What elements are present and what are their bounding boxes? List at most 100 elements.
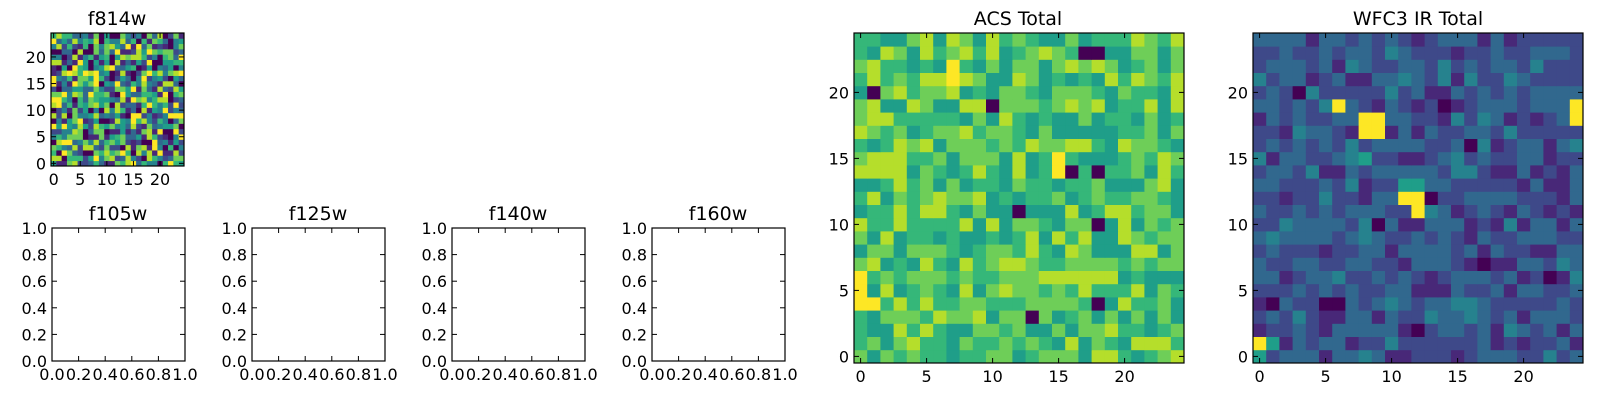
heatmap-cell bbox=[1437, 349, 1452, 364]
heatmap-cell bbox=[1052, 349, 1066, 364]
heatmap-cell bbox=[109, 96, 116, 103]
heatmap-cell bbox=[98, 112, 105, 119]
heatmap-cell bbox=[906, 165, 921, 179]
heatmap-cell bbox=[1266, 191, 1280, 205]
title-f140w: f140w bbox=[489, 203, 548, 225]
heatmap-cell bbox=[880, 151, 894, 166]
heatmap-cell bbox=[1371, 59, 1386, 73]
heatmap-cell bbox=[1305, 33, 1320, 47]
y-tick-label: 1.0 bbox=[622, 219, 647, 238]
heatmap-cell bbox=[93, 144, 100, 151]
heatmap-cell bbox=[141, 64, 148, 71]
heatmap-cell bbox=[1038, 99, 1053, 113]
heatmap-cell bbox=[1305, 297, 1320, 311]
heatmap-cell bbox=[146, 70, 153, 76]
heatmap-cell bbox=[1517, 178, 1531, 192]
heatmap-cell bbox=[104, 48, 110, 55]
heatmap-cell bbox=[146, 48, 153, 55]
heatmap-cell bbox=[1543, 59, 1557, 73]
heatmap-cell bbox=[1157, 125, 1172, 139]
heatmap-cell bbox=[893, 270, 908, 285]
heatmap-cell bbox=[141, 91, 148, 98]
heatmap-cell bbox=[1398, 257, 1412, 271]
heatmap-cell bbox=[1091, 270, 1106, 285]
heatmap-cell bbox=[1065, 323, 1079, 337]
heatmap-cell bbox=[1477, 125, 1491, 139]
heatmap-cell bbox=[1517, 191, 1531, 205]
heatmap-cell bbox=[1078, 204, 1092, 219]
heatmap-cell bbox=[933, 283, 947, 298]
heatmap-cell bbox=[1266, 349, 1280, 364]
heatmap-cell bbox=[1012, 85, 1026, 100]
heatmap-cell bbox=[130, 38, 137, 45]
heatmap-cell bbox=[1451, 125, 1465, 139]
heatmap-cell bbox=[98, 48, 105, 55]
heatmap-cell bbox=[1012, 72, 1026, 87]
heatmap-cell bbox=[1345, 191, 1359, 205]
heatmap-cell bbox=[56, 128, 63, 135]
heatmap-cell bbox=[1490, 244, 1505, 258]
heatmap-cell bbox=[1371, 283, 1386, 298]
heatmap-cell bbox=[999, 112, 1013, 126]
heatmap-cell bbox=[168, 33, 174, 39]
heatmap-cell bbox=[1170, 310, 1185, 324]
heatmap-cell bbox=[1464, 151, 1478, 166]
heatmap-cell bbox=[168, 139, 174, 146]
heatmap-cell bbox=[1517, 244, 1531, 258]
heatmap-cell bbox=[1569, 336, 1584, 351]
heatmap-cell bbox=[136, 155, 142, 162]
heatmap-cell bbox=[1490, 323, 1505, 337]
heatmap-cell bbox=[1319, 72, 1333, 87]
heatmap-cell bbox=[109, 123, 116, 130]
heatmap-cell bbox=[178, 139, 185, 146]
heatmap-cell bbox=[61, 54, 68, 60]
heatmap-cell bbox=[1052, 46, 1066, 60]
heatmap-cell bbox=[1569, 59, 1584, 73]
heatmap-cell bbox=[893, 257, 908, 271]
panel-f125w: f125w 0.0 0.2 0.4 0.6 0.8 1.00.00.20.40.60.81… bbox=[222, 203, 398, 384]
heatmap-cell bbox=[1104, 217, 1119, 232]
heatmap-cell bbox=[906, 125, 921, 139]
heatmap-cell bbox=[1091, 72, 1106, 87]
ticks-f140w: 0.0 0.2 0.4 0.6 0.8 1.00.00.20.40.60.81.0 bbox=[422, 219, 598, 384]
heatmap-cell bbox=[1358, 99, 1373, 113]
y-tick-label: 0.2 bbox=[422, 325, 447, 344]
heatmap-cell bbox=[72, 102, 78, 108]
heatmap-cell bbox=[141, 75, 148, 82]
heatmap-cell bbox=[120, 54, 126, 60]
heatmap-cell bbox=[972, 59, 987, 73]
y-tick-label: 0.4 bbox=[222, 299, 247, 318]
heatmap-cell bbox=[1371, 336, 1386, 351]
heatmap-cell bbox=[66, 75, 73, 82]
heatmap-cell bbox=[120, 96, 126, 103]
heatmap-cell bbox=[168, 70, 174, 76]
heatmap-cell bbox=[1358, 244, 1373, 258]
heatmap-cell bbox=[152, 38, 158, 45]
heatmap-cell bbox=[1385, 85, 1399, 100]
heatmap-cell bbox=[920, 244, 934, 258]
heatmap-cell bbox=[178, 43, 185, 50]
heatmap-cell bbox=[120, 107, 126, 114]
heatmap-cell bbox=[1556, 231, 1571, 245]
heatmap-cell bbox=[1038, 204, 1053, 219]
heatmap-cell bbox=[1451, 138, 1465, 153]
heatmap-cell bbox=[1253, 59, 1267, 73]
heatmap-cell bbox=[93, 123, 100, 130]
heatmap-cell bbox=[1012, 178, 1026, 192]
heatmap-cell bbox=[1569, 349, 1584, 364]
heatmap-cell bbox=[66, 59, 73, 66]
heatmap-cell bbox=[1437, 323, 1452, 337]
heatmap-cell bbox=[1332, 85, 1346, 100]
heatmap-cell bbox=[1038, 125, 1053, 139]
heatmap-cell bbox=[104, 64, 110, 71]
heatmap-cell bbox=[51, 118, 57, 124]
heatmap-cell bbox=[1131, 165, 1145, 179]
heatmap-cell bbox=[959, 151, 974, 166]
heatmap-cell bbox=[1131, 323, 1145, 337]
heatmap-cell bbox=[880, 99, 894, 113]
heatmap-cell bbox=[1279, 349, 1293, 364]
heatmap-cell bbox=[893, 349, 908, 364]
heatmap-cell bbox=[72, 38, 78, 45]
heatmap-cell bbox=[51, 123, 57, 130]
heatmap-cell bbox=[1091, 257, 1106, 271]
